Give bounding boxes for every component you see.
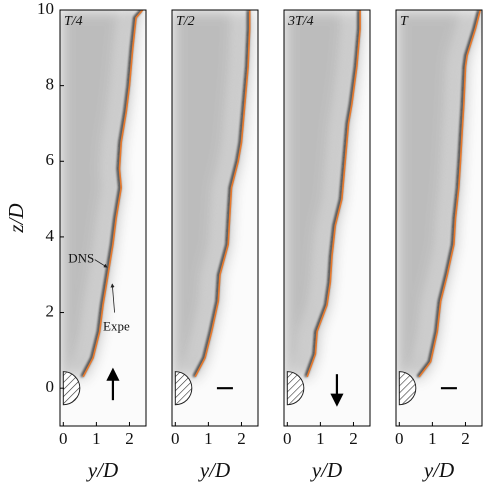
panel-frame: [395, 9, 483, 427]
annotation-arrow: [110, 283, 115, 313]
x-tick-label: 0: [59, 429, 68, 448]
panel-frame: [171, 9, 259, 427]
dns-line: [416, 10, 480, 378]
wake-shade: [284, 10, 347, 396]
y-tick-label: 8: [46, 75, 55, 94]
panel-title: 3T/4: [287, 14, 314, 29]
plot-area: [172, 10, 258, 426]
expe-line: [306, 10, 361, 378]
x-axis-label: y/D: [310, 458, 342, 482]
panel-title: T/2: [176, 14, 195, 29]
expe-line: [194, 10, 251, 378]
annotation: DNS: [68, 251, 94, 266]
wake-shade: [60, 10, 129, 396]
cylinder: [398, 371, 417, 406]
panel: T 0 1 2 y/D: [395, 9, 483, 482]
plot-area: [396, 10, 482, 426]
x-tick-label: 2: [461, 429, 470, 448]
annotation: Expe: [103, 319, 130, 334]
annotation-arrow: [94, 259, 108, 268]
wake-core: [185, 10, 250, 380]
x-tick-label: 0: [395, 429, 404, 448]
x-tick-label: 2: [237, 429, 246, 448]
expe-line: [418, 10, 482, 378]
y-tick-label: 6: [46, 150, 55, 169]
x-axis-label: y/D: [86, 458, 118, 482]
wake-shade: [396, 10, 467, 396]
wake-core: [410, 10, 481, 380]
x-tick-label: 0: [171, 429, 180, 448]
wake-core: [297, 10, 361, 379]
cylinder: [174, 371, 193, 406]
wake-shade: [172, 10, 236, 396]
dns-line: [192, 10, 250, 378]
y-tick-label: 10: [37, 0, 54, 18]
x-tick-label: 0: [283, 429, 292, 448]
panel-title: T: [400, 14, 409, 29]
y-tick-label: 4: [46, 226, 55, 245]
x-tick-label: 1: [92, 429, 101, 448]
cylinder: [286, 371, 305, 406]
panel: T/2 0 1 2 y/D: [171, 9, 259, 482]
panel: 3T/4 0 1 2 y/D: [283, 9, 371, 482]
y-axis-label: z/D: [4, 203, 28, 233]
x-axis-label: y/D: [422, 458, 454, 482]
x-tick-label: 1: [428, 429, 437, 448]
dns-line: [80, 10, 143, 378]
panel-frame: [283, 9, 371, 427]
x-tick-label: 2: [349, 429, 358, 448]
x-tick-label: 1: [316, 429, 325, 448]
plot-area: [284, 10, 370, 426]
wake-core: [73, 10, 142, 380]
panel-frame: [59, 9, 147, 427]
y-tick-label: 2: [46, 301, 55, 320]
expe-line: [82, 10, 144, 378]
x-tick-label: 1: [204, 429, 213, 448]
cylinder: [62, 371, 81, 406]
x-tick-label: 2: [125, 429, 134, 448]
plot-area: [60, 10, 146, 426]
x-axis-label: y/D: [198, 458, 230, 482]
panel: T/4 0 1 2 0 2 4 6 8 10 y/D z/D DNS Expe: [4, 0, 147, 482]
y-tick-label: 0: [46, 377, 55, 396]
dns-line: [304, 10, 360, 378]
panel-title: T/4: [64, 14, 83, 29]
